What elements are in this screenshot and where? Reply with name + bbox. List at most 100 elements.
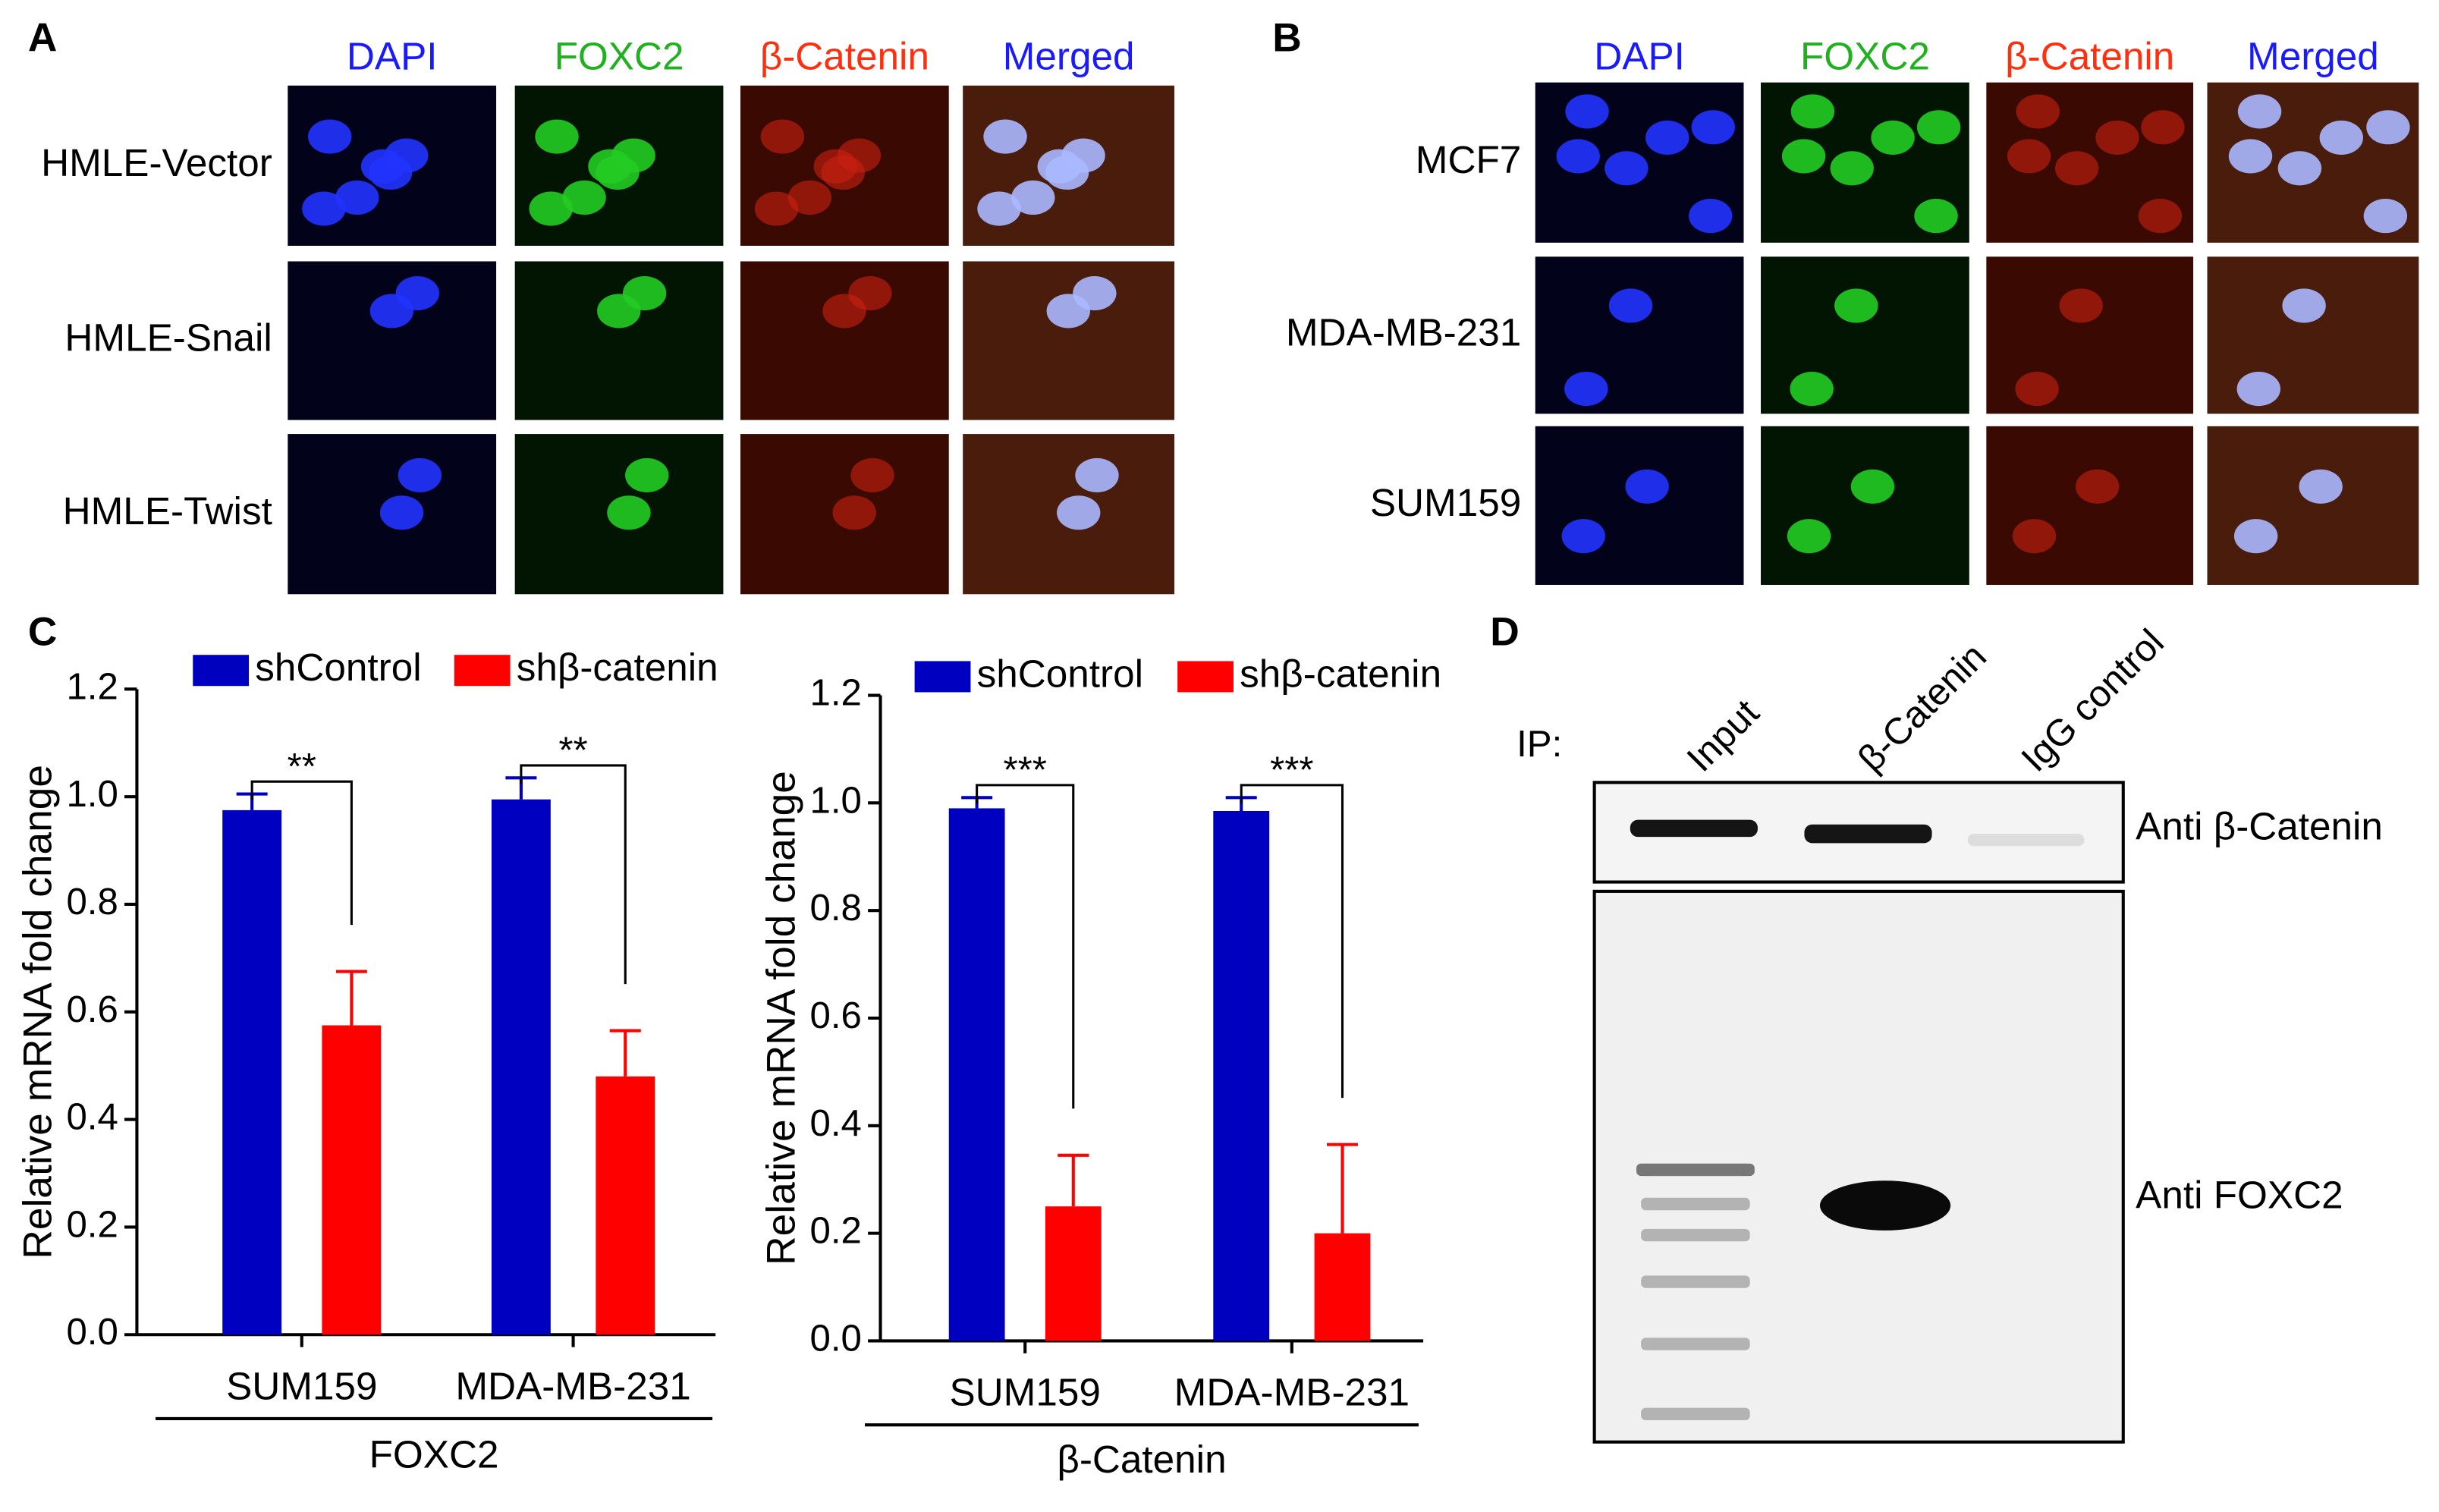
nucleus bbox=[1625, 469, 1669, 504]
nucleus bbox=[2015, 372, 2059, 407]
significance-label: *** bbox=[1003, 749, 1046, 791]
significance-label: ** bbox=[288, 746, 316, 787]
bar bbox=[491, 799, 551, 1335]
band bbox=[1636, 1163, 1755, 1177]
nucleus bbox=[398, 457, 442, 493]
nucleus bbox=[1850, 469, 1895, 504]
column-header: DAPI bbox=[1594, 34, 1685, 77]
nucleus bbox=[1556, 139, 1600, 174]
bar bbox=[322, 1025, 382, 1335]
micrograph bbox=[740, 261, 949, 420]
y-tick-label: 0.2 bbox=[810, 1210, 862, 1252]
nucleus bbox=[1834, 288, 1878, 323]
y-axis-label: Relative mRNA fold change bbox=[15, 765, 60, 1259]
significance-bracket bbox=[976, 784, 1075, 1109]
micrograph bbox=[514, 261, 724, 420]
band bbox=[1641, 1197, 1750, 1211]
nucleus bbox=[2059, 288, 2103, 323]
nucleus bbox=[754, 191, 799, 226]
band bbox=[1630, 819, 1758, 838]
nucleus bbox=[1561, 519, 1605, 554]
nucleus bbox=[1608, 288, 1653, 323]
significance-bracket bbox=[250, 780, 353, 926]
legend-label: shControl bbox=[977, 652, 1143, 695]
bar bbox=[1045, 1206, 1102, 1341]
row-label: HMLE-Snail bbox=[64, 316, 272, 360]
nucleus bbox=[607, 495, 651, 530]
band bbox=[1641, 1338, 1750, 1350]
nucleus bbox=[2233, 519, 2278, 554]
legend-swatch bbox=[193, 655, 250, 687]
nucleus bbox=[1871, 120, 1915, 156]
y-tick-label: 0.6 bbox=[810, 995, 862, 1036]
nucleus bbox=[2277, 151, 2322, 186]
nucleus bbox=[850, 457, 894, 493]
y-tick-label: 0.8 bbox=[810, 887, 862, 929]
column-header: FOXC2 bbox=[1800, 34, 1930, 77]
nucleus bbox=[1057, 495, 1101, 530]
nucleus bbox=[2237, 94, 2282, 129]
bar bbox=[1213, 810, 1270, 1341]
blot-label: Anti β-Catenin bbox=[2136, 804, 2383, 847]
nucleus bbox=[307, 119, 352, 154]
ip-label: IP: bbox=[1517, 723, 1562, 765]
micrograph bbox=[963, 261, 1175, 420]
nucleus bbox=[2075, 469, 2120, 504]
band bbox=[1641, 1275, 1750, 1288]
nucleus bbox=[760, 119, 805, 154]
nucleus bbox=[1046, 294, 1091, 328]
row-label: HMLE-Twist bbox=[63, 489, 272, 533]
micrograph bbox=[1535, 426, 1744, 585]
legend-label: shControl bbox=[255, 646, 421, 689]
panel-letter: D bbox=[1490, 610, 1520, 655]
nucleus bbox=[385, 138, 429, 173]
y-axis-label: Relative mRNA fold change bbox=[759, 771, 803, 1265]
x-tick-label: SUM159 bbox=[949, 1371, 1100, 1414]
micrograph bbox=[2207, 426, 2419, 585]
nucleus bbox=[1691, 110, 1735, 145]
band bbox=[1641, 1407, 1750, 1421]
nucleus bbox=[369, 294, 414, 328]
nucleus bbox=[1061, 138, 1105, 173]
x-tick-label: MDA-MB-231 bbox=[1174, 1371, 1410, 1414]
y-tick-label: 0.0 bbox=[66, 1311, 118, 1353]
panel-letter: A bbox=[28, 15, 58, 60]
nucleus bbox=[1790, 94, 1835, 129]
legend-label: shβ-catenin bbox=[517, 646, 718, 689]
bar bbox=[222, 809, 282, 1335]
x-tick-label: MDA-MB-231 bbox=[455, 1365, 690, 1408]
column-header: DAPI bbox=[347, 34, 438, 77]
legend-label: shβ-catenin bbox=[1240, 652, 1441, 695]
nucleus bbox=[562, 180, 606, 215]
nucleus bbox=[529, 191, 573, 226]
nucleus bbox=[832, 495, 876, 530]
nucleus bbox=[611, 138, 655, 173]
nucleus bbox=[302, 191, 346, 226]
nucleus bbox=[2363, 199, 2408, 234]
nucleus bbox=[2366, 110, 2410, 145]
row-label: MCF7 bbox=[1416, 138, 1522, 181]
micrograph bbox=[1761, 426, 1969, 585]
nucleus bbox=[335, 180, 379, 215]
nucleus bbox=[2054, 151, 2099, 186]
group-label: β-Catenin bbox=[1057, 1438, 1226, 1481]
nucleus bbox=[2095, 120, 2139, 156]
micrograph bbox=[1986, 426, 2194, 585]
band bbox=[1641, 1228, 1750, 1242]
lane-label: Input bbox=[1679, 691, 1767, 779]
nucleus bbox=[1830, 151, 1874, 186]
nucleus bbox=[1781, 139, 1826, 174]
bar bbox=[1314, 1233, 1371, 1341]
nucleus bbox=[837, 138, 882, 173]
significance-label: ** bbox=[558, 730, 587, 772]
column-header: Merged bbox=[2247, 34, 2379, 77]
nucleus bbox=[1790, 372, 1834, 407]
nucleus bbox=[983, 119, 1027, 154]
nucleus bbox=[2016, 94, 2060, 129]
nucleus bbox=[1689, 199, 1733, 234]
nucleus bbox=[2319, 120, 2363, 156]
nucleus bbox=[1011, 180, 1055, 215]
y-tick-label: 0.6 bbox=[66, 989, 118, 1030]
